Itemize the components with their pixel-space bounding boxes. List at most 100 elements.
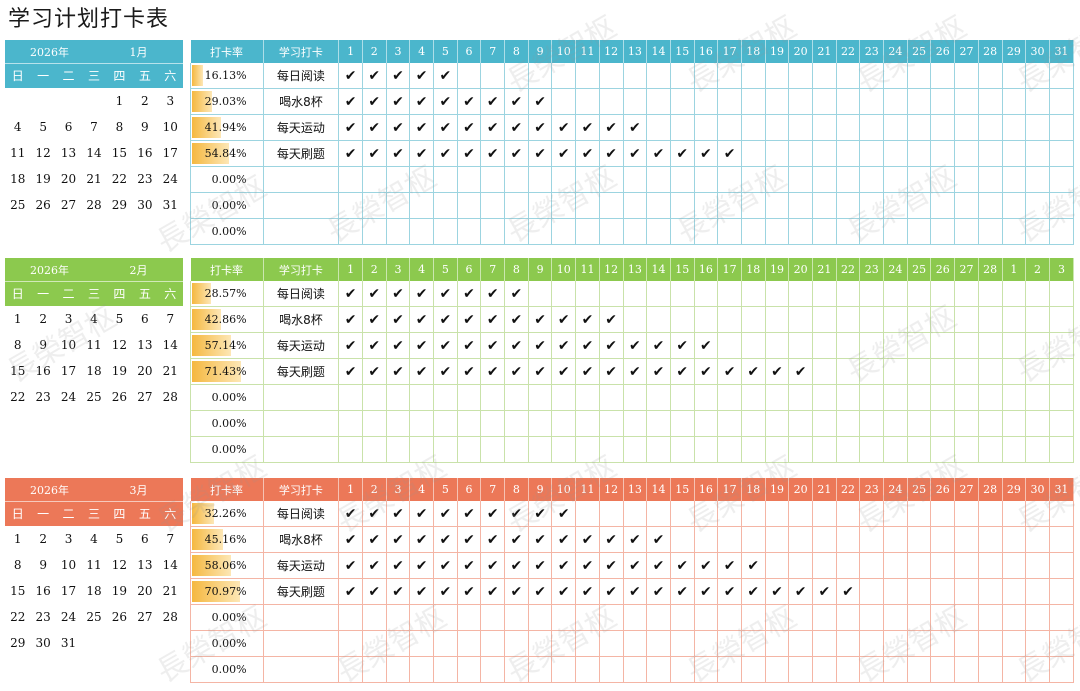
check-cell[interactable] <box>765 656 790 683</box>
check-cell[interactable] <box>670 630 695 657</box>
check-cell[interactable] <box>954 218 979 245</box>
check-cell[interactable]: ✔ <box>646 140 671 167</box>
check-cell[interactable]: ✔ <box>433 358 458 385</box>
check-cell[interactable] <box>765 384 790 411</box>
check-cell[interactable]: ✔ <box>812 578 837 605</box>
calendar-day[interactable]: 18 <box>10 172 26 186</box>
check-cell[interactable]: ✔ <box>386 526 411 553</box>
check-cell[interactable] <box>623 501 648 527</box>
check-cell[interactable] <box>954 140 979 167</box>
check-cell[interactable]: ✔ <box>362 501 387 527</box>
check-cell[interactable] <box>1049 114 1075 141</box>
check-cell[interactable] <box>859 410 885 437</box>
check-cell[interactable] <box>338 384 363 411</box>
check-cell[interactable]: ✔ <box>670 552 695 579</box>
calendar-day[interactable]: 7 <box>166 532 175 546</box>
check-cell[interactable]: ✔ <box>694 140 719 167</box>
check-cell[interactable] <box>623 166 648 193</box>
check-cell[interactable]: ✔ <box>480 552 506 579</box>
check-cell[interactable] <box>409 630 434 657</box>
check-cell[interactable] <box>907 140 932 167</box>
check-cell[interactable] <box>694 526 719 553</box>
check-cell[interactable] <box>599 281 624 307</box>
check-cell[interactable] <box>480 218 506 245</box>
check-cell[interactable] <box>1002 410 1027 437</box>
check-cell[interactable] <box>859 88 885 115</box>
check-cell[interactable]: ✔ <box>575 114 600 141</box>
check-cell[interactable] <box>386 630 411 657</box>
check-cell[interactable]: ✔ <box>551 578 577 605</box>
check-cell[interactable] <box>978 306 1003 333</box>
check-cell[interactable] <box>575 218 600 245</box>
check-cell[interactable] <box>954 166 979 193</box>
check-cell[interactable] <box>1002 552 1027 579</box>
check-cell[interactable] <box>646 384 671 411</box>
check-cell[interactable] <box>433 192 458 219</box>
check-cell[interactable]: ✔ <box>646 526 671 553</box>
check-cell[interactable] <box>717 630 742 657</box>
check-cell[interactable] <box>528 218 553 245</box>
check-cell[interactable]: ✔ <box>362 578 387 605</box>
check-cell[interactable] <box>646 436 671 463</box>
check-cell[interactable]: ✔ <box>836 578 861 605</box>
check-cell[interactable] <box>741 88 766 115</box>
check-cell[interactable] <box>978 436 1003 463</box>
check-cell[interactable]: ✔ <box>528 552 553 579</box>
check-cell[interactable]: ✔ <box>599 526 624 553</box>
check-cell[interactable] <box>362 656 387 683</box>
check-cell[interactable] <box>433 166 458 193</box>
check-cell[interactable] <box>457 410 482 437</box>
check-cell[interactable] <box>1025 384 1050 411</box>
check-cell[interactable] <box>930 552 956 579</box>
check-cell[interactable] <box>741 501 766 527</box>
check-cell[interactable] <box>836 410 861 437</box>
check-cell[interactable] <box>409 218 434 245</box>
check-cell[interactable] <box>883 384 908 411</box>
check-cell[interactable] <box>978 358 1003 385</box>
check-cell[interactable] <box>883 526 908 553</box>
check-cell[interactable]: ✔ <box>694 578 719 605</box>
calendar-day[interactable]: 27 <box>137 390 153 404</box>
calendar-day[interactable]: 12 <box>35 146 51 160</box>
check-cell[interactable] <box>788 526 813 553</box>
check-cell[interactable] <box>907 332 932 359</box>
check-cell[interactable] <box>836 501 861 527</box>
check-cell[interactable] <box>788 656 813 683</box>
check-cell[interactable]: ✔ <box>457 578 482 605</box>
check-cell[interactable] <box>504 63 529 89</box>
check-cell[interactable] <box>480 192 506 219</box>
check-cell[interactable] <box>859 332 885 359</box>
check-cell[interactable] <box>812 63 837 89</box>
check-cell[interactable] <box>907 604 932 631</box>
check-cell[interactable] <box>717 88 742 115</box>
check-cell[interactable]: ✔ <box>551 332 577 359</box>
calendar-day[interactable]: 24 <box>60 610 77 624</box>
check-cell[interactable] <box>1049 358 1075 385</box>
check-cell[interactable] <box>788 630 813 657</box>
check-cell[interactable]: ✔ <box>480 501 506 527</box>
check-cell[interactable] <box>788 410 813 437</box>
check-cell[interactable] <box>504 604 529 631</box>
check-cell[interactable] <box>1049 384 1075 411</box>
check-cell[interactable] <box>599 166 624 193</box>
check-cell[interactable]: ✔ <box>362 140 387 167</box>
check-cell[interactable] <box>646 604 671 631</box>
check-cell[interactable] <box>883 192 908 219</box>
check-cell[interactable]: ✔ <box>338 552 363 579</box>
check-cell[interactable] <box>954 192 979 219</box>
check-cell[interactable] <box>978 218 1003 245</box>
check-cell[interactable] <box>386 604 411 631</box>
check-cell[interactable]: ✔ <box>433 306 458 333</box>
task-name[interactable]: 喝水8杯 <box>263 88 340 115</box>
check-cell[interactable] <box>551 63 577 89</box>
check-cell[interactable] <box>812 410 837 437</box>
check-cell[interactable] <box>930 501 956 527</box>
check-cell[interactable] <box>978 604 1003 631</box>
check-cell[interactable] <box>433 384 458 411</box>
check-cell[interactable] <box>883 114 908 141</box>
calendar-day[interactable]: 21 <box>162 364 178 378</box>
check-cell[interactable] <box>338 166 363 193</box>
calendar-day[interactable]: 22 <box>111 172 128 186</box>
check-cell[interactable] <box>788 114 813 141</box>
check-cell[interactable] <box>575 88 600 115</box>
